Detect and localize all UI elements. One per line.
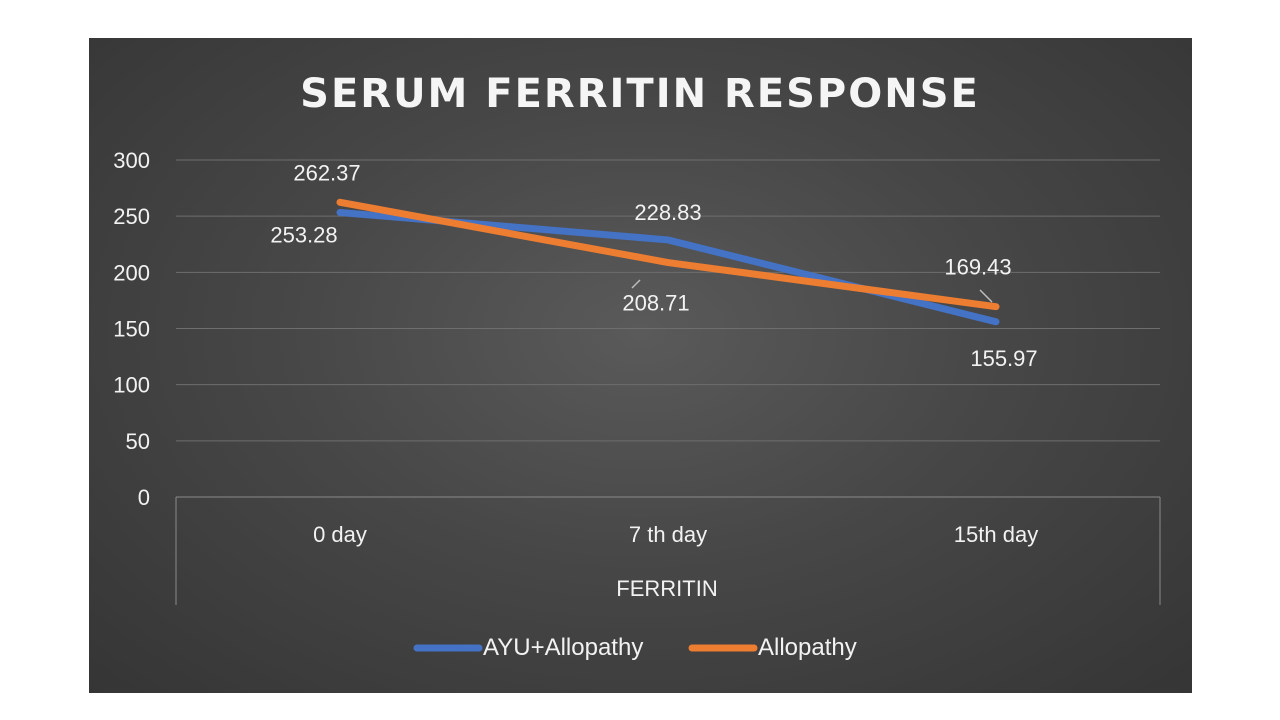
y-tick-label: 0 bbox=[138, 485, 150, 510]
series-line-allopathy bbox=[336, 198, 1000, 311]
x-tick-label: 7 th day bbox=[629, 522, 707, 547]
data-label: 208.71 bbox=[622, 291, 689, 316]
leader-line bbox=[631, 279, 641, 289]
x-tick-label: 15th day bbox=[954, 522, 1038, 547]
chart-panel bbox=[89, 38, 1192, 693]
legend-label: AYU+Allopathy bbox=[483, 634, 643, 661]
chart-title: SERUM FERRITIN RESPONSE bbox=[300, 71, 980, 117]
data-label: 169.43 bbox=[944, 255, 1011, 280]
x-axis-title: FERRITIN bbox=[616, 576, 717, 601]
data-labels: 253.28 228.83 155.97 262.37 208.71 169.43 bbox=[270, 160, 1037, 371]
data-label: 155.97 bbox=[970, 346, 1037, 371]
x-axis-categories: 0 day 7 th day 15th day bbox=[175, 497, 1161, 605]
series-lines bbox=[336, 198, 1000, 326]
y-tick-label: 150 bbox=[113, 317, 150, 342]
y-axis-ticks: 0 50 100 150 200 250 300 bbox=[113, 148, 150, 510]
legend: AYU+Allopathy Allopathy bbox=[413, 634, 857, 661]
y-tick-label: 200 bbox=[113, 260, 150, 285]
data-label: 228.83 bbox=[634, 200, 701, 225]
gridlines bbox=[176, 159, 1160, 498]
data-label: 253.28 bbox=[270, 222, 337, 247]
leader-line bbox=[979, 289, 993, 303]
x-tick-label: 0 day bbox=[313, 522, 367, 547]
data-label: 262.37 bbox=[293, 160, 360, 185]
legend-label: Allopathy bbox=[758, 634, 857, 661]
y-tick-label: 250 bbox=[113, 204, 150, 229]
y-tick-label: 300 bbox=[113, 148, 150, 173]
y-tick-label: 50 bbox=[126, 429, 150, 454]
y-tick-label: 100 bbox=[113, 373, 150, 398]
